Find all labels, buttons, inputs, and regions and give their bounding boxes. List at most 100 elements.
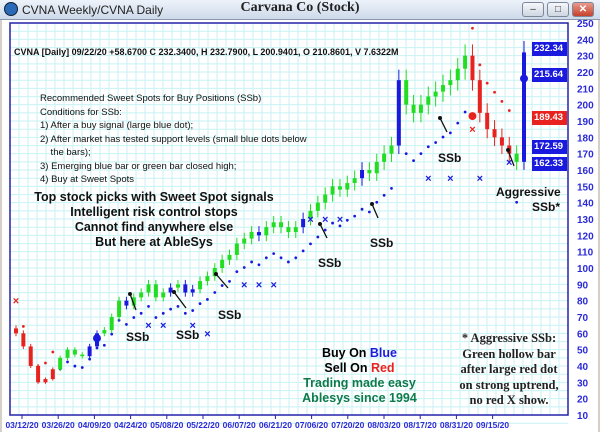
chart-area[interactable]: 250 240 230 220 210 200 190 180 170 160 150 140 130 1… <box>2 20 598 432</box>
support-dot <box>301 249 305 253</box>
candle-body <box>43 379 48 383</box>
candle-body <box>315 202 320 211</box>
y-tick-label: 90 <box>577 280 589 291</box>
resistance-dot <box>493 90 496 94</box>
support-dot <box>294 256 298 260</box>
support-dot <box>331 221 334 225</box>
candle-body <box>102 330 107 334</box>
candle-body <box>514 153 519 162</box>
candle-body <box>190 289 195 293</box>
candle-body <box>360 170 365 179</box>
arrow-head <box>128 292 132 296</box>
y-tick-label: 180 <box>577 133 594 144</box>
x-tick-label: 05/22/20 <box>186 420 219 430</box>
buy-x-mark: × <box>160 320 166 332</box>
support-dot <box>228 279 231 283</box>
support-dot <box>279 256 283 260</box>
y-tick-label: 200 <box>577 101 594 112</box>
y-tick-label: 190 <box>577 117 594 128</box>
candle-body <box>256 232 261 236</box>
x-tick-label: 07/06/20 <box>295 420 328 430</box>
support-dot <box>338 224 342 228</box>
candle-body <box>470 55 475 81</box>
price-chart[interactable]: 250 240 230 220 210 200 190 180 170 160 150 140 130 1… <box>2 20 598 432</box>
promo-line: But here at AbleSys <box>95 235 213 249</box>
support-dot <box>102 343 106 347</box>
support-dot <box>434 141 438 144</box>
candle-body <box>131 297 136 306</box>
candle-body <box>418 104 423 113</box>
x-tick-label: 07/20/20 <box>331 420 364 430</box>
candle-body <box>367 170 372 174</box>
candle-body <box>175 284 180 288</box>
candle-body <box>396 80 401 146</box>
support-dot <box>161 311 165 315</box>
support-dot <box>213 291 217 294</box>
note-line: on strong uptrend, <box>459 377 559 392</box>
buy-signal-dot <box>520 74 528 83</box>
close-button[interactable]: ✕ <box>572 2 594 17</box>
ssb-annotation: SSb <box>126 330 150 344</box>
ssb-annotation: SSb <box>318 256 342 270</box>
title-bar: CVNA Weekly/CVNA Daily Carvana Co (Stock… <box>0 0 600 20</box>
candle-body <box>455 68 460 81</box>
support-dot <box>382 193 386 197</box>
resistance-dot <box>478 63 482 67</box>
y-tick-label: 160 <box>577 166 594 177</box>
ssb-annotation: SSb <box>370 236 394 250</box>
candle-body <box>279 222 284 228</box>
chart-title: Carvana Co (Stock) <box>240 0 360 15</box>
buy-x-mark: × <box>145 320 151 332</box>
arrow-head <box>172 290 176 294</box>
y-tick-label: 50 <box>577 346 589 357</box>
buy-x-mark: × <box>425 173 431 185</box>
y-tick-label: 230 <box>577 52 594 63</box>
resistance-dot <box>51 350 55 354</box>
candle-body <box>14 328 18 334</box>
candle-body <box>337 186 342 190</box>
minimize-button[interactable]: – <box>522 2 544 17</box>
candle-body <box>198 281 203 290</box>
candle-body <box>286 227 291 233</box>
tagline: Trading made easy <box>303 376 416 390</box>
candle-body <box>36 366 41 383</box>
candle-body <box>153 284 158 298</box>
buy-x-mark: × <box>506 157 512 169</box>
support-dot <box>264 256 268 260</box>
support-dot <box>242 266 246 269</box>
support-dot <box>456 121 460 125</box>
support-dot <box>463 110 467 114</box>
annotation-arrow <box>371 203 379 219</box>
candle-body <box>220 259 225 268</box>
support-dot <box>272 252 276 256</box>
support-dot <box>66 360 69 364</box>
candle-body <box>242 238 247 244</box>
aggressive-annotation: Aggressive <box>496 185 561 199</box>
candle-body <box>21 333 26 347</box>
support-dot <box>441 135 445 139</box>
candle-body <box>234 243 239 255</box>
support-dot <box>176 304 180 308</box>
support-dot <box>257 263 261 267</box>
maximize-button[interactable]: □ <box>547 2 569 17</box>
x-tick-label: 05/08/20 <box>150 420 183 430</box>
candle-body <box>448 80 453 86</box>
ssb-line: 2) After market has tested support level… <box>40 133 307 145</box>
candle-body <box>168 287 173 293</box>
sell-word: Red <box>370 361 395 375</box>
support-dot <box>360 207 364 211</box>
note-line: no red X show. <box>469 393 549 407</box>
candle-body <box>139 292 144 298</box>
note-line: * Aggressive SSb: <box>461 331 557 345</box>
price-label: 215.64 <box>532 68 567 82</box>
support-dot <box>390 186 393 190</box>
resistance-dot <box>471 26 474 30</box>
app-icon <box>4 2 18 16</box>
support-dot <box>250 260 253 264</box>
buy-sell-legend: Buy On Blue Sell On Red Trading made eas… <box>287 346 432 406</box>
buy-x-mark: × <box>241 279 247 291</box>
support-dot <box>147 304 150 308</box>
annotation-arrow <box>129 293 137 311</box>
resistance-dot <box>21 325 25 328</box>
resistance-dot <box>44 361 47 365</box>
